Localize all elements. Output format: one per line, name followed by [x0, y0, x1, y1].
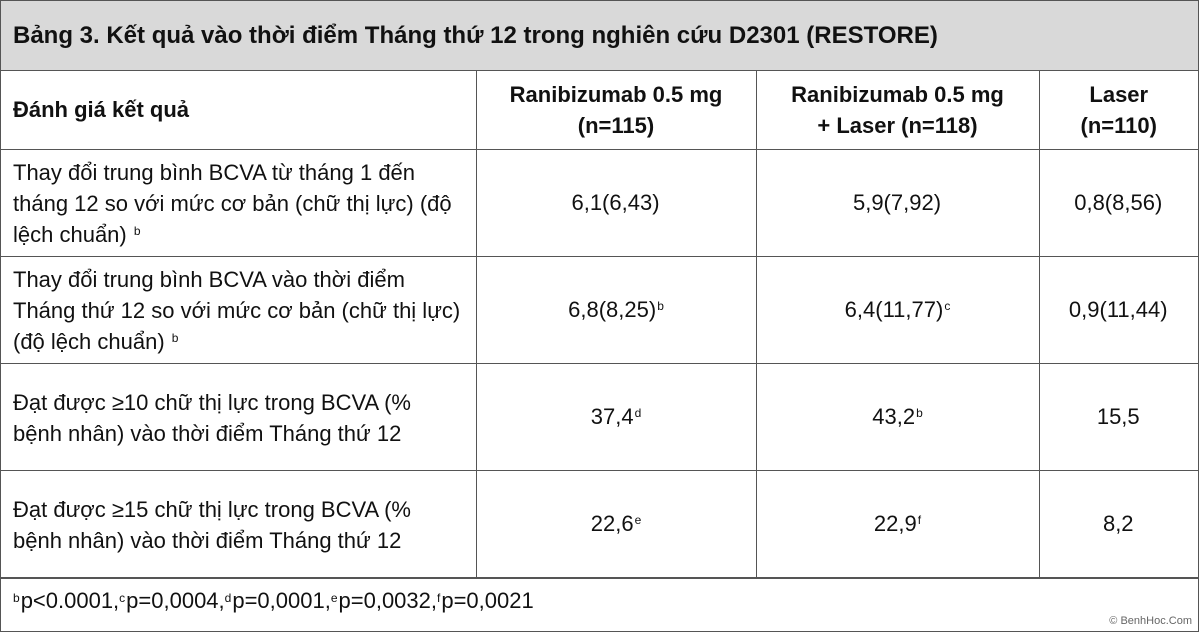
cell-value: 0,9(11,44) [1068, 297, 1168, 322]
cell-ranibizumab: 22,6e [475, 469, 757, 578]
footnote-text: p<0.0001, [20, 587, 120, 613]
table-row: Thay đổi trung bình BCVA từ tháng 1 đến … [1, 148, 1198, 257]
header-ranibizumab: Ranibizumab 0.5 mg (n=115) [475, 71, 757, 150]
row-label-text: Đạt được ≥10 chữ thị lực trong BCVA (% b… [13, 389, 411, 446]
cell-ranibizumab-laser: 22,9f [755, 469, 1040, 578]
cell-value: 5,9(7,92) [852, 190, 942, 215]
header-ranibizumab-laser: Ranibizumab 0.5 mg + Laser (n=118) [755, 71, 1040, 150]
footnote-text: p=0,0004, [126, 587, 225, 613]
cell-sup: b [916, 406, 923, 420]
cell-sup: d [634, 406, 642, 420]
header-ranibizumab-laser-line2: + Laser (n=118) [817, 112, 978, 138]
row-label-text: Đạt được ≥15 chữ thị lực trong BCVA (% b… [13, 496, 411, 553]
cell-value: 6,1(6,43) [571, 190, 660, 215]
row-label-text: Thay đổi trung bình BCVA từ tháng 1 đến … [13, 160, 452, 247]
footnote-sup: c [119, 590, 126, 605]
footnote-text: p=0,0032, [338, 587, 437, 613]
table-row: Đạt được ≥15 chữ thị lực trong BCVA (% b… [1, 469, 1198, 578]
cell-ranibizumab-laser: 5,9(7,92) [755, 148, 1040, 257]
footnote-text: p=0,0021 [441, 587, 534, 613]
header-laser-line1: Laser [1089, 81, 1149, 107]
cell-sup: b [657, 299, 664, 313]
cell-ranibizumab-laser: 6,4(11,77)c [755, 255, 1040, 364]
cell-value: 0,8(8,56) [1074, 190, 1163, 215]
table-row: Thay đổi trung bình BCVA vào thời điểm T… [1, 255, 1198, 364]
cell-ranibizumab: 37,4d [475, 362, 757, 471]
header-ranibizumab-line2: (n=115) [577, 112, 655, 138]
table-row: Đạt được ≥10 chữ thị lực trong BCVA (% b… [1, 362, 1198, 471]
table-title: Bảng 3. Kết quả vào thời điểm Tháng thứ … [1, 1, 1198, 71]
cell-value: 22,6 [590, 511, 634, 536]
cell-value: 6,4(11,77) [844, 297, 944, 322]
header-laser: Laser (n=110) [1038, 71, 1198, 150]
footnote-sup: b [13, 590, 20, 605]
row-label-sup: b [133, 224, 141, 238]
footnote-sup: e [330, 590, 338, 605]
cell-laser: 0,8(8,56) [1038, 148, 1198, 257]
row-label-text: Thay đổi trung bình BCVA vào thời điểm T… [13, 267, 461, 354]
header-laser-line2: (n=110) [1080, 112, 1157, 138]
cell-laser: 15,5 [1038, 362, 1198, 471]
row-label-sup: b [171, 331, 179, 345]
cell-laser: 8,2 [1038, 469, 1198, 578]
header-outcome: Đánh giá kết quả [1, 71, 477, 150]
header-row: Đánh giá kết quả Ranibizumab 0.5 mg (n=1… [1, 71, 1198, 150]
cell-ranibizumab: 6,8(8,25)b [475, 255, 757, 364]
row-label: Thay đổi trung bình BCVA vào thời điểm T… [1, 255, 477, 364]
results-table: Đánh giá kết quả Ranibizumab 0.5 mg (n=1… [1, 71, 1198, 578]
footnote-sup: d [224, 590, 232, 605]
header-ranibizumab-line1: Ranibizumab 0.5 mg [509, 81, 723, 107]
cell-sup: c [944, 299, 951, 313]
row-label: Đạt được ≥10 chữ thị lực trong BCVA (% b… [1, 362, 477, 471]
footnote: b p<0.0001, c p=0,0004, d p=0,0001, e p=0,00… [1, 577, 1198, 623]
cell-value: 6,8(8,25) [568, 297, 657, 322]
cell-value: 8,2 [1102, 511, 1134, 536]
row-label: Thay đổi trung bình BCVA từ tháng 1 đến … [1, 148, 477, 257]
cell-laser: 0,9(11,44) [1038, 255, 1198, 364]
cell-value: 43,2 [872, 404, 916, 429]
cell-value: 22,9 [873, 511, 917, 536]
footnote-sup: f [437, 590, 441, 605]
watermark: © BenhHoc.Com [1109, 615, 1192, 627]
cell-ranibizumab: 6,1(6,43) [475, 148, 757, 257]
cell-ranibizumab-laser: 43,2b [755, 362, 1040, 471]
cell-sup: e [634, 513, 642, 527]
cell-value: 15,5 [1096, 404, 1140, 429]
row-label: Đạt được ≥15 chữ thị lực trong BCVA (% b… [1, 469, 477, 578]
cell-sup: f [917, 513, 922, 527]
footnote-text: p=0,0001, [232, 587, 331, 613]
cell-value: 37,4 [590, 404, 634, 429]
header-ranibizumab-laser-line1: Ranibizumab 0.5 mg [791, 81, 1004, 107]
